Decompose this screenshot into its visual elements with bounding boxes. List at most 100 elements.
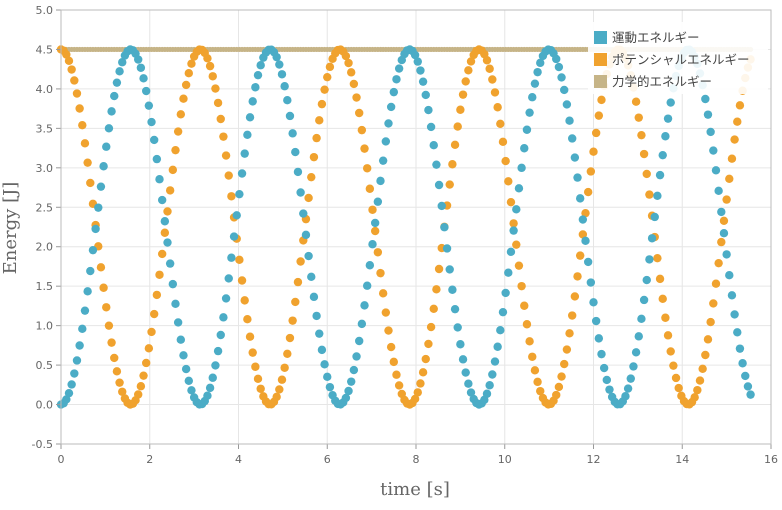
data-point-kinetic [86, 266, 95, 276]
data-point-potential [583, 187, 593, 197]
data-point-potential [112, 367, 122, 376]
data-point-potential [360, 144, 369, 153]
data-point-kinetic [62, 395, 71, 404]
data-point-kinetic [205, 383, 215, 393]
data-point-potential [205, 61, 215, 71]
data-point-potential [78, 120, 87, 130]
legend-swatch [594, 31, 607, 44]
data-point-potential [237, 276, 247, 285]
data-point-potential [110, 353, 119, 363]
data-point-potential [432, 285, 441, 294]
data-point-potential [674, 383, 683, 393]
data-point-potential [719, 216, 729, 226]
data-point-potential [373, 248, 383, 257]
data-point-kinetic [517, 163, 526, 173]
data-point-potential [562, 345, 572, 354]
data-point-kinetic [663, 114, 673, 123]
data-point-potential [536, 386, 545, 396]
data-point-kinetic [597, 349, 606, 359]
data-point-kinetic [357, 319, 367, 329]
data-point-kinetic [711, 166, 721, 175]
data-point-kinetic [709, 146, 718, 155]
data-point-potential [488, 75, 497, 84]
data-point-kinetic [626, 374, 635, 383]
data-point-potential [216, 114, 225, 124]
y-tick-label: 2.0 [36, 241, 54, 254]
data-point-potential [83, 158, 92, 167]
data-point-potential [213, 98, 223, 108]
data-point-potential [288, 316, 297, 325]
data-point-potential [498, 137, 508, 147]
data-point-kinetic [554, 62, 564, 72]
data-point-kinetic [160, 217, 170, 226]
data-point-kinetic [703, 110, 713, 119]
data-point-kinetic [741, 371, 750, 381]
data-point-kinetic [352, 352, 361, 361]
data-point-potential [293, 277, 303, 287]
data-point-kinetic [706, 127, 715, 137]
data-point-potential [642, 169, 651, 179]
data-point-kinetic [344, 386, 353, 396]
data-point-kinetic [248, 97, 257, 106]
data-point-potential [504, 177, 513, 186]
data-point-potential [698, 364, 707, 374]
data-point-kinetic [743, 382, 753, 391]
data-point-kinetic [243, 130, 252, 139]
data-point-potential [168, 165, 178, 175]
data-point-kinetic [107, 107, 116, 116]
data-point-kinetic [565, 116, 574, 125]
data-point-potential [285, 333, 295, 343]
data-point-potential [227, 192, 236, 201]
data-point-kinetic [157, 195, 167, 205]
data-point-kinetic [599, 363, 609, 373]
data-point-kinetic [637, 314, 646, 324]
y-tick-label: 4.0 [36, 83, 54, 96]
data-point-potential [456, 105, 465, 114]
data-point-kinetic [275, 60, 284, 69]
data-point-kinetic [94, 203, 103, 212]
data-point-potential [157, 249, 167, 259]
data-point-potential [251, 362, 260, 371]
data-point-kinetic [557, 73, 566, 82]
data-point-kinetic [184, 376, 193, 385]
data-point-kinetic [235, 189, 244, 199]
data-point-kinetic [285, 111, 295, 121]
x-tick-label: 14 [675, 453, 689, 466]
x-axis-title: time [s] [380, 479, 450, 500]
data-point-kinetic [272, 52, 281, 62]
data-point-kinetic [416, 66, 425, 75]
data-point-kinetic [325, 382, 335, 392]
data-point-kinetic [602, 375, 612, 385]
data-point-kinetic [91, 224, 100, 234]
data-point-potential [235, 255, 244, 265]
data-point-potential [365, 184, 375, 193]
data-point-kinetic [605, 385, 614, 394]
data-point-potential [152, 290, 162, 300]
data-point-kinetic [365, 261, 375, 270]
data-point-potential [709, 299, 718, 308]
data-point-potential [565, 329, 574, 338]
series-layer [56, 45, 755, 409]
x-tick-label: 10 [498, 453, 512, 466]
data-point-potential [671, 373, 681, 383]
data-point-potential [711, 279, 721, 288]
data-point-kinetic [323, 372, 332, 382]
data-point-kinetic [719, 228, 729, 238]
data-point-kinetic [650, 212, 659, 222]
data-point-kinetic [240, 149, 249, 158]
data-point-kinetic [378, 156, 388, 165]
data-point-kinetic [461, 368, 470, 377]
data-point-potential [184, 69, 193, 78]
data-point-potential [701, 350, 710, 360]
y-tick-label: 3.5 [36, 122, 54, 135]
data-point-potential [171, 145, 180, 155]
y-tick-label: 0.0 [36, 399, 54, 412]
data-point-potential [312, 133, 321, 143]
data-point-potential [424, 339, 433, 349]
data-point-kinetic [118, 58, 127, 67]
data-point-kinetic [78, 324, 87, 334]
data-point-potential [578, 230, 588, 239]
data-point-potential [693, 385, 702, 395]
data-point-potential [392, 370, 401, 379]
data-point-kinetic [312, 311, 321, 321]
